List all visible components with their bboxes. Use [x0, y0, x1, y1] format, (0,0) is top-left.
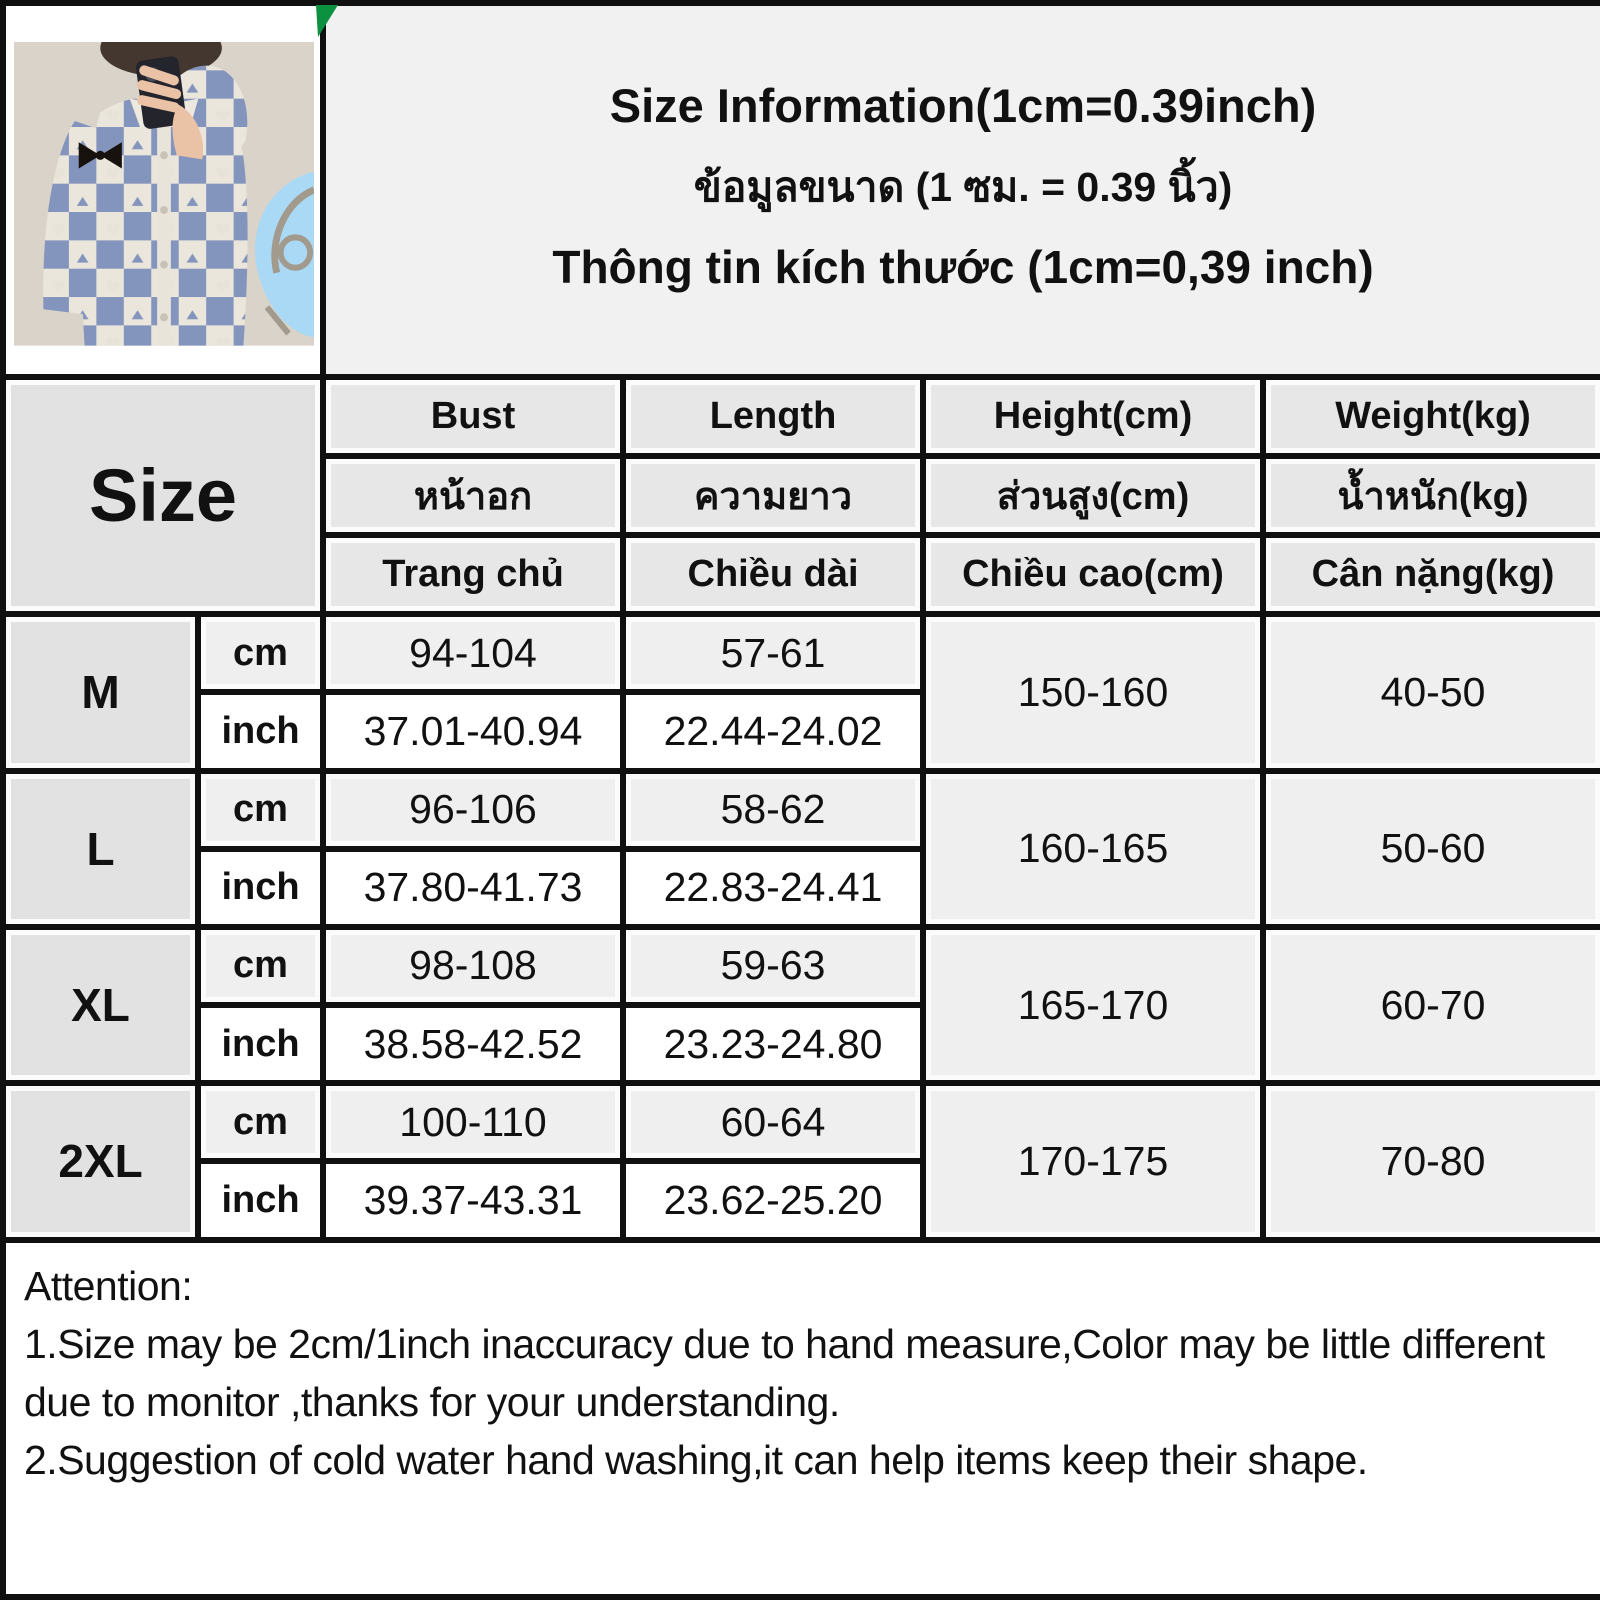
- col-header-length-vi: Chiều dài: [620, 531, 927, 618]
- product-photo-illustration: [14, 42, 315, 346]
- col-header-height-th: ส่วนสูง(cm): [920, 452, 1267, 539]
- size-label-m: M: [0, 611, 201, 774]
- xl-bust-inch: 38.58-42.52: [320, 1002, 627, 1087]
- unit-cm: cm: [194, 767, 327, 852]
- col-header-weight-vi: Cân nặng(kg): [1260, 531, 1600, 618]
- xl-length-cm: 59-63: [620, 923, 927, 1009]
- title-english: Size Information(1cm=0.39inch): [609, 79, 1317, 132]
- 2xl-length-cm: 60-64: [620, 1080, 927, 1165]
- size-label-2xl: 2XL: [0, 1080, 201, 1243]
- l-bust-inch: 37.80-41.73: [320, 845, 627, 930]
- m-length-inch: 22.44-24.02: [620, 689, 927, 774]
- 2xl-height: 170-175: [920, 1080, 1267, 1243]
- wall-cartoon-graphic: [255, 171, 315, 338]
- unit-inch: inch: [194, 1002, 327, 1087]
- phone-and-hand: [135, 56, 204, 160]
- attention-heading: Attention:: [24, 1262, 193, 1309]
- unit-inch: inch: [194, 845, 327, 930]
- m-weight: 40-50: [1260, 611, 1600, 774]
- l-weight: 50-60: [1260, 767, 1600, 930]
- bow-icon: [78, 142, 122, 169]
- 2xl-bust-cm: 100-110: [320, 1080, 627, 1165]
- m-height: 150-160: [920, 611, 1267, 774]
- unit-inch: inch: [194, 689, 327, 774]
- title-thai: ข้อมูลขนาด (1 ซม. = 0.39 นิ้ว): [693, 164, 1233, 210]
- col-header-bust-en: Bust: [320, 373, 627, 459]
- attention-line-2: due to monitor ,thanks for your understa…: [24, 1379, 840, 1425]
- attention-line-1: 1.Size may be 2cm/1inch inaccuracy due t…: [24, 1320, 1545, 1367]
- xl-height: 165-170: [920, 923, 1267, 1087]
- 2xl-bust-inch: 39.37-43.31: [320, 1158, 627, 1243]
- m-bust-cm: 94-104: [320, 611, 627, 696]
- col-header-length-en: Length: [620, 373, 927, 459]
- l-length-inch: 22.83-24.41: [620, 845, 927, 930]
- l-height: 160-165: [920, 767, 1267, 930]
- checkered-jacket: [43, 65, 248, 346]
- 2xl-weight: 70-80: [1260, 1080, 1600, 1243]
- corner-marker-icon: [316, 5, 338, 37]
- attention-section: Attention: 1.Size may be 2cm/1inch inacc…: [0, 1236, 1600, 1600]
- title-vietnamese: Thông tin kích thước (1cm=0,39 inch): [552, 241, 1374, 293]
- unit-inch: inch: [194, 1158, 327, 1243]
- unit-cm: cm: [194, 1080, 327, 1165]
- m-length-cm: 57-61: [620, 611, 927, 696]
- 2xl-length-inch: 23.62-25.20: [620, 1158, 927, 1243]
- xl-bust-cm: 98-108: [320, 923, 627, 1009]
- l-bust-cm: 96-106: [320, 767, 627, 852]
- xl-weight: 60-70: [1260, 923, 1600, 1087]
- col-header-height-en: Height(cm): [920, 373, 1267, 459]
- title-block: Size Information(1cm=0.39inch) ข้อมูลขนา…: [320, 0, 1600, 380]
- col-header-bust-th: หน้าอก: [320, 452, 627, 539]
- col-header-weight-en: Weight(kg): [1260, 373, 1600, 459]
- size-header: Size: [0, 373, 327, 618]
- col-header-bust-vi: Trang chủ: [320, 531, 627, 618]
- col-header-height-vi: Chiều cao(cm): [920, 531, 1267, 618]
- xl-length-inch: 23.23-24.80: [620, 1002, 927, 1087]
- col-header-length-th: ความยาว: [620, 452, 927, 539]
- jacket-placket: [157, 104, 171, 346]
- col-header-weight-th: น้ำหนัก(kg): [1260, 452, 1600, 539]
- unit-cm: cm: [194, 923, 327, 1009]
- m-bust-inch: 37.01-40.94: [320, 689, 627, 774]
- attention-line-3: 2.Suggestion of cold water hand washing,…: [24, 1437, 1368, 1484]
- unit-cm: cm: [194, 611, 327, 696]
- product-photo-cell: [0, 0, 327, 380]
- size-label-l: L: [0, 767, 201, 930]
- size-label-xl: XL: [0, 923, 201, 1087]
- l-length-cm: 58-62: [620, 767, 927, 852]
- product-photo: [14, 42, 315, 346]
